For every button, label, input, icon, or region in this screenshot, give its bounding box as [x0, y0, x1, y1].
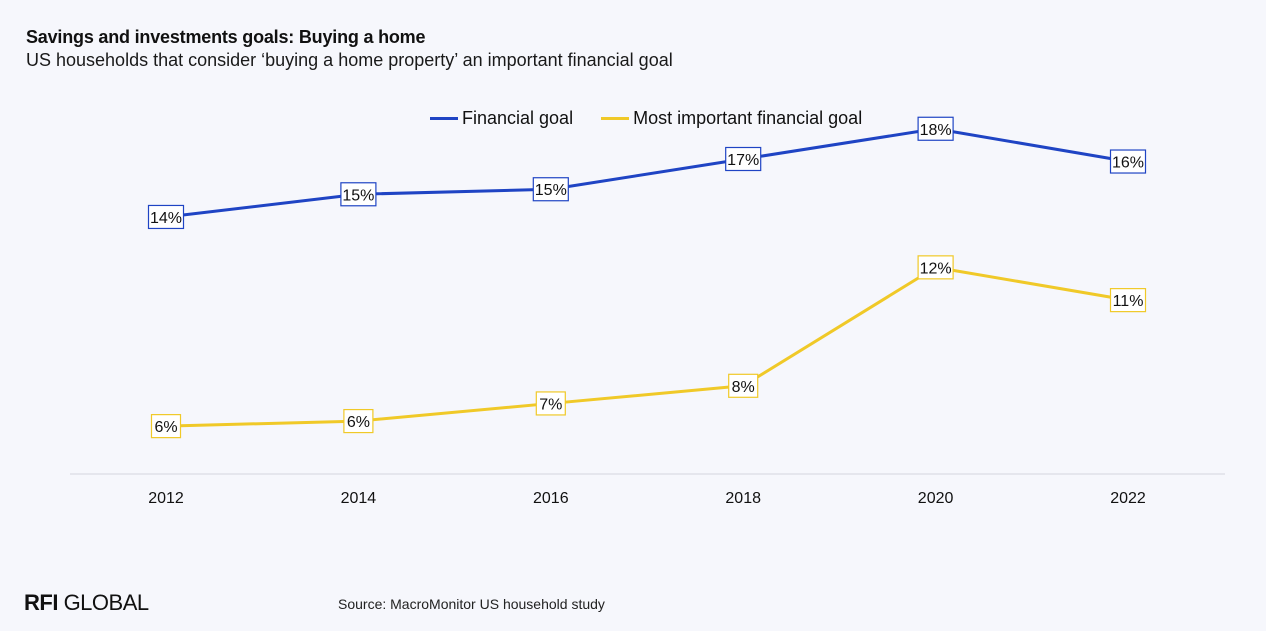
- data-label: 11%: [1113, 293, 1144, 310]
- legend-item-financial-goal: Financial goal: [430, 108, 573, 129]
- legend-item-most-important: Most important financial goal: [601, 108, 862, 129]
- x-tick-label: 2012: [148, 490, 184, 507]
- x-tick-label: 2022: [1110, 490, 1146, 507]
- x-tick-label: 2014: [341, 490, 377, 507]
- data-point: 15%: [532, 177, 569, 202]
- data-label: 8%: [732, 379, 755, 396]
- data-label-box: [535, 391, 566, 416]
- data-point: 8%: [728, 373, 759, 398]
- data-label: 17%: [727, 152, 759, 169]
- chart-legend: Financial goal Most important financial …: [430, 108, 890, 129]
- x-tick-label: 2016: [533, 490, 569, 507]
- data-label: 12%: [920, 260, 952, 277]
- data-label-box: [1109, 149, 1147, 174]
- legend-swatch-financial-goal: [430, 117, 458, 120]
- x-tick-label: 2020: [918, 490, 954, 507]
- series-line-0: [165, 127, 1129, 219]
- data-label-box: [728, 373, 759, 398]
- data-point: 11%: [1109, 288, 1147, 313]
- data-point: 14%: [147, 204, 185, 230]
- chart-subtitle: US households that consider ‘buying a ho…: [26, 50, 673, 70]
- data-label: 15%: [535, 182, 567, 199]
- data-point: 18%: [917, 116, 954, 141]
- x-tick-label: 2018: [725, 490, 761, 507]
- data-point: 15%: [340, 182, 377, 207]
- source-note: Source: MacroMonitor US household study: [338, 596, 605, 612]
- data-label-box: [532, 177, 569, 202]
- chart-title: Savings and investments goals: Buying a …: [26, 27, 426, 47]
- data-point: 16%: [1109, 149, 1147, 174]
- data-point: 6%: [343, 408, 374, 434]
- data-label-box: [147, 204, 185, 230]
- line-chart: 2012 2014 2016 2018 2020 2022 14% 15% 15% 17% 18%…: [70, 116, 1225, 507]
- data-label: 15%: [342, 187, 374, 204]
- data-label: 6%: [154, 419, 177, 436]
- data-label: 14%: [150, 210, 182, 227]
- legend-swatch-most-important: [601, 117, 630, 120]
- legend-label-most-important: Most important financial goal: [633, 108, 863, 128]
- legend-label-financial-goal: Financial goal: [462, 108, 574, 128]
- data-label: 7%: [539, 396, 562, 413]
- data-label-box: [343, 408, 374, 434]
- data-label: 18%: [920, 122, 952, 139]
- data-label: 6%: [347, 414, 370, 431]
- data-label-box: [725, 146, 762, 172]
- data-point: 17%: [725, 146, 762, 172]
- data-label-box: [150, 414, 182, 439]
- data-label-box: [1109, 288, 1147, 313]
- data-point: 12%: [917, 255, 954, 280]
- data-label-box: [917, 255, 954, 280]
- rfi-global-logo: RFI GLOBAL: [24, 590, 149, 615]
- series-line-1: [165, 265, 1129, 428]
- data-label-box: [917, 116, 954, 141]
- data-point: 7%: [535, 391, 566, 416]
- data-point: 6%: [150, 414, 182, 439]
- data-label-box: [340, 182, 377, 207]
- data-label: 16%: [1112, 155, 1144, 172]
